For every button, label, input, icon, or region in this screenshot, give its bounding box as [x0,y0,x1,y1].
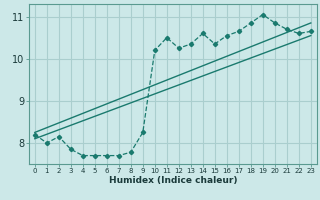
X-axis label: Humidex (Indice chaleur): Humidex (Indice chaleur) [108,176,237,185]
